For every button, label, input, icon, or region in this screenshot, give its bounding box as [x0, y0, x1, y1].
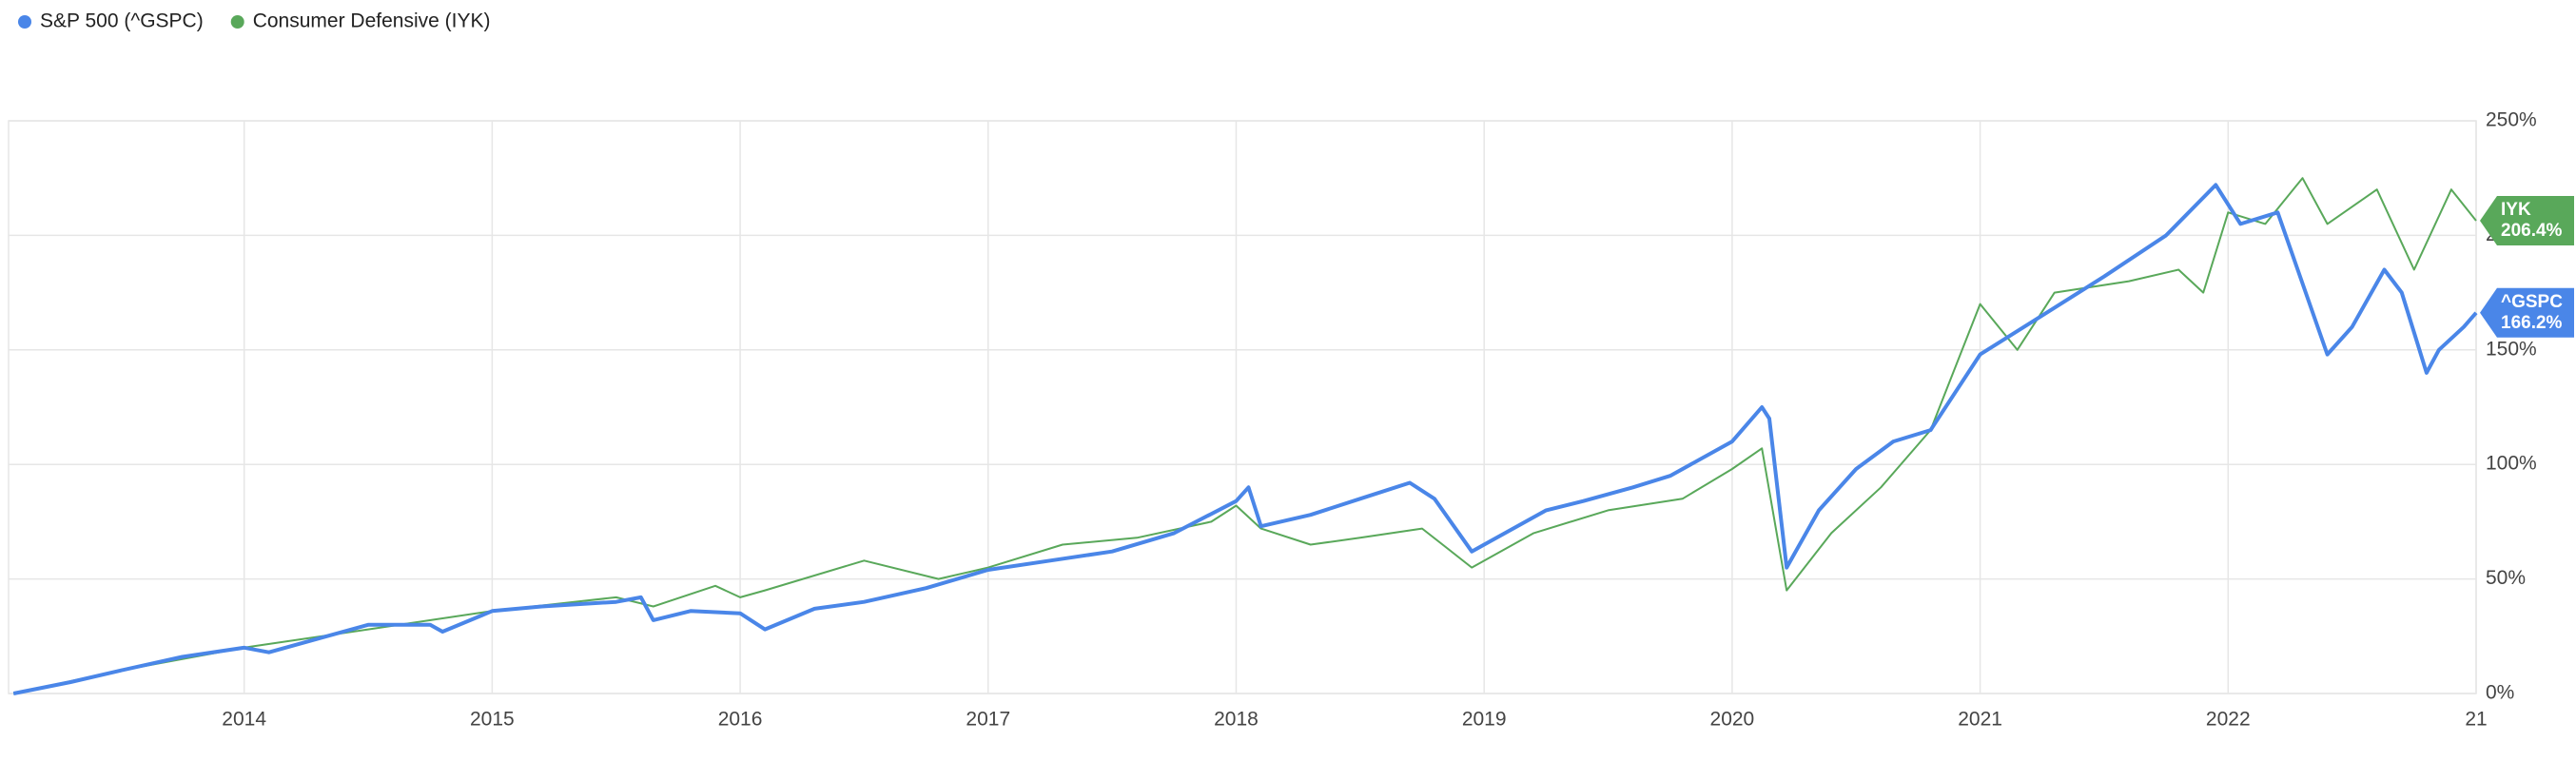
end-label-flag — [2480, 195, 2574, 245]
x-tick-label: 2022 — [2206, 709, 2251, 731]
legend-marker — [18, 15, 31, 29]
end-label-value: 206.4% — [2501, 221, 2563, 241]
x-tick-label: 2017 — [966, 709, 1010, 731]
y-tick-label: 250% — [2486, 109, 2537, 131]
end-label-name: ^GSPC — [2501, 292, 2563, 312]
x-tick-label: 2015 — [470, 709, 515, 731]
y-tick-label: 50% — [2486, 567, 2526, 589]
series-line — [12, 177, 2477, 694]
y-tick-label: 100% — [2486, 453, 2537, 475]
end-label-name: IYK — [2501, 200, 2531, 220]
y-tick-label: 0% — [2486, 682, 2514, 704]
x-tick-label: 2019 — [1462, 709, 1507, 731]
legend-label: Consumer Defensive (IYK) — [253, 10, 491, 32]
x-tick-label: 2020 — [1710, 709, 1755, 731]
x-tick-label: 2016 — [718, 709, 763, 731]
end-label-value: 166.2% — [2501, 313, 2563, 333]
x-tick-label: 2014 — [222, 709, 266, 731]
x-tick-label: 2018 — [1214, 709, 1259, 731]
end-label-flag — [2480, 287, 2574, 338]
plot-border — [8, 120, 2477, 694]
legend-item: S&P 500 (^GSPC) — [18, 10, 204, 32]
legend-item: Consumer Defensive (IYK) — [230, 10, 491, 32]
y-tick-label: 150% — [2486, 338, 2537, 360]
legend-label: S&P 500 (^GSPC) — [40, 10, 204, 32]
x-tick-label: 21 — [2465, 709, 2487, 731]
x-tick-label: 2021 — [1958, 709, 2002, 731]
legend-marker — [230, 15, 244, 29]
series-line — [12, 183, 2478, 695]
